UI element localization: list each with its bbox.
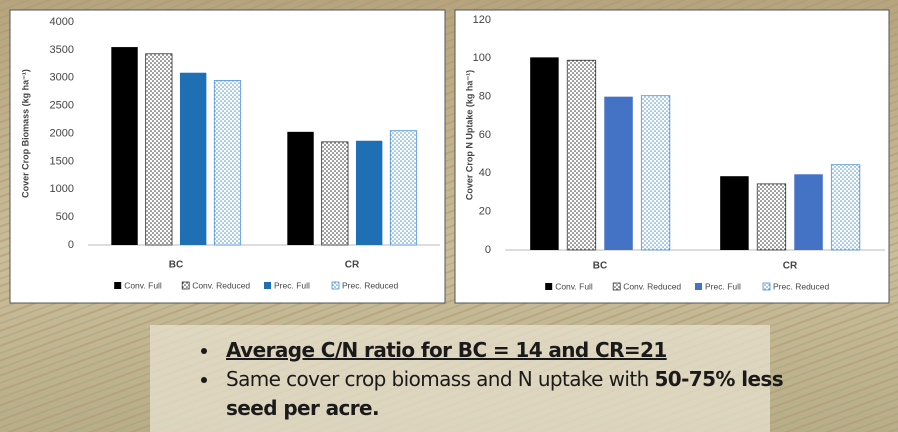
y-tick-label: 2000: [50, 127, 74, 139]
legend-label: Conv. Reduced: [623, 281, 681, 291]
x-tick-label: CR: [345, 260, 360, 271]
chart-panel: [455, 10, 889, 303]
legend-label: Conv. Full: [555, 281, 593, 291]
bar: [641, 96, 670, 250]
bullet: Same cover crop biomass and N uptake wit…: [220, 365, 810, 423]
y-tick-label: 120: [473, 14, 491, 26]
y-tick-label: 1000: [50, 183, 74, 195]
bar: [757, 184, 786, 250]
y-tick-label: 500: [56, 211, 74, 223]
legend-swatch: [545, 283, 552, 290]
legend-label: Prec. Full: [274, 280, 310, 290]
y-tick-label: 3000: [50, 72, 74, 84]
x-tick-label: BC: [593, 261, 607, 272]
legend-swatch: [264, 282, 271, 289]
bar: [180, 73, 206, 245]
bar: [356, 141, 382, 245]
bar: [287, 132, 313, 245]
legend-swatch: [763, 283, 770, 290]
bar: [111, 47, 137, 245]
bar: [567, 60, 596, 250]
x-tick-label: CR: [783, 261, 798, 272]
bar: [322, 142, 348, 245]
bullet-text: Average C/N ratio for BC = 14 and CR=21: [226, 338, 667, 362]
bar: [530, 57, 559, 250]
bullet-text: Same cover crop biomass and N uptake wit…: [226, 367, 654, 391]
y-axis-label: Cover Crop Biomass (kg ha⁻¹): [20, 69, 30, 198]
y-tick-label: 4000: [50, 16, 74, 28]
y-tick-label: 0: [485, 244, 491, 256]
y-tick-label: 40: [479, 167, 491, 179]
bullet-list: Average C/N ratio for BC = 14 and CR=21 …: [196, 336, 810, 423]
bar: [831, 165, 860, 250]
legend-label: Prec. Reduced: [773, 281, 829, 291]
legend-label: Conv. Reduced: [192, 280, 250, 290]
legend-swatch: [114, 282, 121, 289]
legend-swatch: [332, 282, 339, 289]
legend-label: Conv. Full: [124, 280, 162, 290]
y-tick-label: 3500: [50, 44, 74, 56]
y-tick-label: 100: [473, 52, 491, 64]
bar: [214, 81, 240, 245]
page: 05001000150020002500300035004000Cover Cr…: [0, 0, 898, 432]
bar: [720, 176, 749, 250]
bar: [390, 131, 416, 245]
bar: [146, 54, 172, 245]
legend-label: Prec. Reduced: [342, 280, 398, 290]
legend-swatch: [613, 283, 620, 290]
y-tick-label: 1500: [50, 155, 74, 167]
y-tick-label: 0: [68, 239, 74, 251]
x-tick-label: BC: [169, 260, 183, 271]
bullet: Average C/N ratio for BC = 14 and CR=21: [220, 336, 810, 365]
y-tick-label: 80: [479, 91, 491, 103]
legend-swatch: [695, 283, 702, 290]
y-tick-label: 60: [479, 129, 491, 141]
bar: [794, 174, 823, 250]
legend-label: Prec. Full: [705, 281, 741, 291]
legend-swatch: [182, 282, 189, 289]
y-tick-label: 20: [479, 206, 491, 218]
y-tick-label: 2500: [50, 100, 74, 112]
y-axis-label: Cover Crop N Uptake (kg ha⁻¹): [464, 70, 474, 200]
bar: [604, 97, 633, 250]
